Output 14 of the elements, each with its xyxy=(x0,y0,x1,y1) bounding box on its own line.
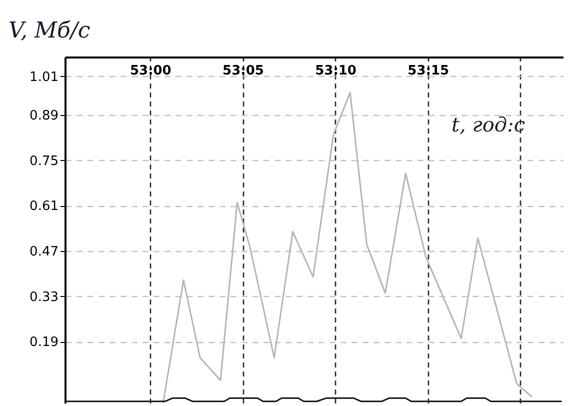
x-tick-label: 53:05 xyxy=(222,64,264,78)
y-tick-label: 0.89 xyxy=(30,108,58,124)
x-axis-title: t, год:с xyxy=(452,112,526,136)
y-tick-label: 0.75 xyxy=(30,154,58,169)
x-tick-label: 53:10 xyxy=(315,64,356,78)
y-tick-label: 0.33 xyxy=(30,290,58,305)
x-tick-label: 53:15 xyxy=(408,64,450,78)
y-tick-label: 1.01 xyxy=(30,70,58,85)
y-tick-label: 0.61 xyxy=(30,199,58,214)
y-tick-label: 0.47 xyxy=(30,244,58,260)
y-axis-title: V, Мб/с xyxy=(8,18,90,44)
x-tick-label: 53:00 xyxy=(130,64,172,78)
line-series xyxy=(162,92,532,403)
y-tick-label: 0.19 xyxy=(30,335,58,350)
